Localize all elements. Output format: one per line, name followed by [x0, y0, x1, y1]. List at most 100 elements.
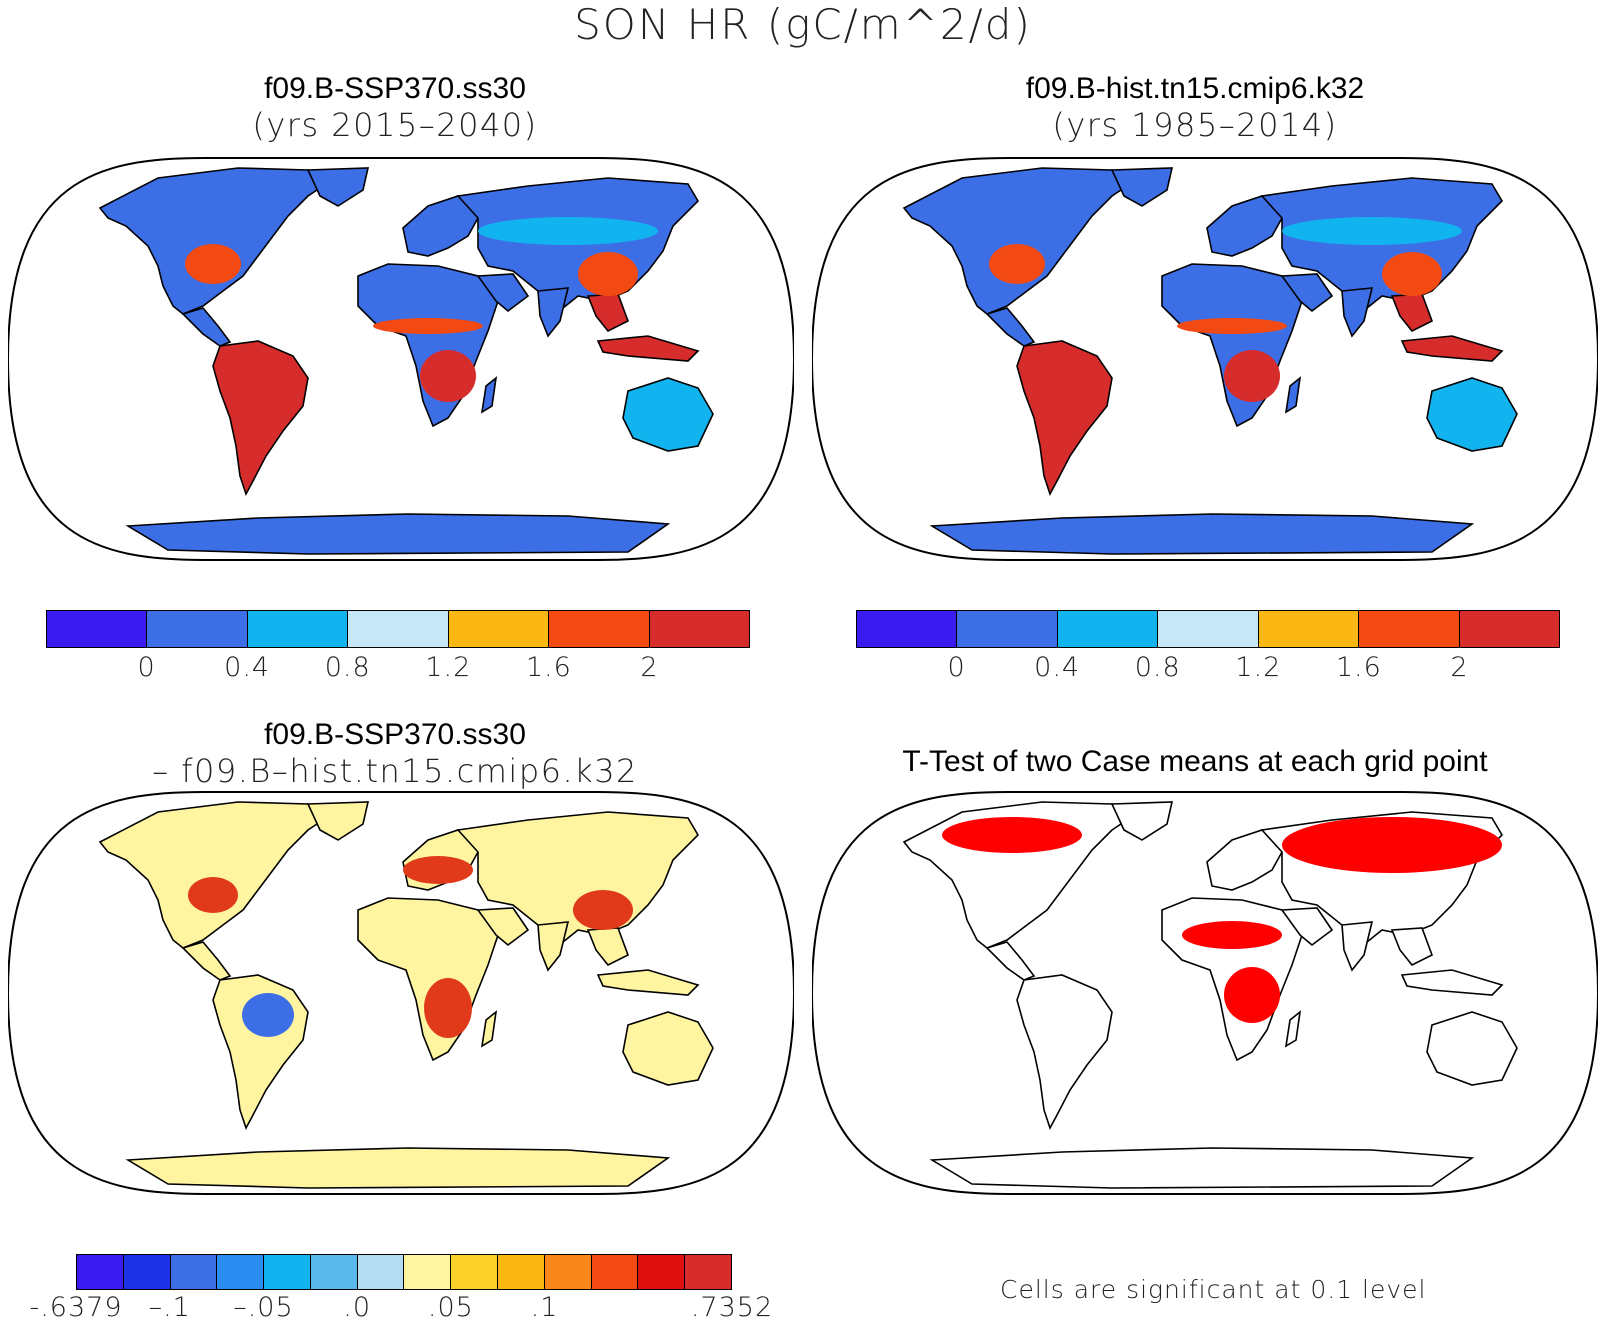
colorbar-swatch [123, 1255, 171, 1289]
colorbar-swatch [638, 1255, 686, 1289]
landmass-europe [1206, 829, 1289, 891]
colorbar-swatch [348, 611, 449, 647]
sig-sahara [1182, 921, 1282, 949]
landmass-indonesia [1400, 969, 1504, 996]
colorbar-swatch [357, 1255, 405, 1289]
landmass-arabia [1280, 907, 1334, 947]
diff-amazon [242, 993, 294, 1037]
colorbar-future [46, 610, 750, 648]
landmass-arabia [1280, 273, 1334, 313]
colorbar-tick-label: 0.8 [324, 652, 371, 683]
colorbar-swatch [1158, 611, 1259, 647]
figure-title: SON HR (gC/m^2/d) [574, 0, 1032, 49]
landmass-samerica [1016, 974, 1113, 1131]
hotspot-us-east [989, 244, 1045, 284]
colorbar-tick-label: 1.6 [525, 652, 572, 683]
colorbar-tick-label: 1.2 [1235, 652, 1282, 683]
panel-title-top-right-case: f09.B-hist.tn15.cmip6.k32 [1025, 72, 1365, 105]
colorbar-tick-label: 0 [947, 652, 966, 683]
landmass-greenland [306, 801, 370, 841]
colorbar-tick-label: 2 [640, 652, 659, 683]
landmass-australia [622, 1011, 714, 1086]
landmass-camerica [985, 941, 1036, 981]
landmass-camerica [181, 941, 232, 981]
colorbar-tick-label: –.05 [233, 1292, 294, 1323]
colorbar-swatch [498, 1255, 545, 1289]
landmass-madagascar [480, 376, 498, 414]
colorbar-swatch [1057, 611, 1159, 647]
colorbar-swatch [549, 611, 650, 647]
diff-us-east [188, 877, 238, 913]
hotspot-central-africa [1224, 350, 1280, 402]
landmass-australia [1426, 377, 1518, 452]
panel-title-top-left-case: f09.B-SSP370.ss30 [264, 72, 526, 105]
colorbar-tick-label: 0.8 [1134, 652, 1181, 683]
colorbar-tick-label: 2 [1450, 652, 1469, 683]
colorbar-tick-label: 1.6 [1335, 652, 1382, 683]
landmass-india [1341, 921, 1374, 972]
colorbar-tick-label: 1.2 [425, 652, 472, 683]
colorbar-tick-label: 0.4 [224, 652, 271, 683]
band-sahel [373, 318, 483, 334]
colorbar-historical-ticks: 0 0.4 0.8 1.2 1.6 2 [856, 652, 1560, 686]
colorbar-tick-label: 0.4 [1034, 652, 1081, 683]
landmass-indonesia [1400, 335, 1504, 362]
colorbar-swatch [1359, 611, 1460, 647]
panel-title-top-right-years: (yrs 1985–2014) [1052, 105, 1338, 144]
panel-title-bottom-left-minus: – f09.B–hist.tn15.cmip6.k32 [152, 751, 638, 790]
landmass-camerica [181, 307, 232, 347]
landmass-europe [1206, 195, 1289, 257]
colorbar-future-ticks: 0 0.4 0.8 1.2 1.6 2 [46, 652, 750, 686]
landmass-samerica [212, 340, 309, 497]
colorbar-swatch [448, 611, 550, 647]
map-difference [8, 791, 794, 1195]
colorbar-tick-label: .05 [427, 1292, 474, 1323]
map-ttest-significance [812, 791, 1598, 1195]
hotspot-central-africa [420, 350, 476, 402]
landmass-antarctica [125, 1147, 671, 1189]
colorbar-swatch [147, 611, 248, 647]
colorbar-swatch [685, 1255, 731, 1289]
landmass-india [1341, 287, 1374, 338]
colorbar-swatch [1258, 611, 1360, 647]
sig-north-asia [1282, 817, 1502, 873]
panel-title-bottom-right: T-Test of two Case means at each grid po… [805, 745, 1585, 780]
colorbar-swatch [217, 1255, 265, 1289]
colorbar-swatch [957, 611, 1058, 647]
band-sahel [1177, 318, 1287, 334]
colorbar-swatch [1459, 611, 1559, 647]
colorbar-difference-ticks: -.6379 –.1 –.05 .0 .05 .1 .7352 [29, 1292, 772, 1326]
colorbar-tick-label: –.1 [148, 1292, 191, 1323]
landmass-camerica [985, 307, 1036, 347]
colorbar-swatch [47, 611, 148, 647]
colorbar-historical [856, 610, 1560, 648]
colorbar-swatch [649, 611, 749, 647]
colorbar-swatch [544, 1255, 592, 1289]
landmass-antarctica [125, 513, 671, 555]
landmass-madagascar [1284, 1010, 1302, 1048]
map-border [812, 157, 1598, 561]
colorbar-swatch [77, 1255, 124, 1289]
landmass-europe [402, 195, 485, 257]
landmass-indonesia [596, 335, 700, 362]
hotspot-us-east [185, 244, 241, 284]
landmass-greenland [1110, 801, 1174, 841]
hotspot-china [578, 252, 638, 296]
colorbar-swatch [170, 1255, 218, 1289]
map-future-case [8, 157, 794, 561]
diff-china [573, 890, 633, 930]
colorbar-tick-label: .7352 [690, 1292, 774, 1323]
colorbar-difference [76, 1254, 732, 1290]
panel-title-bottom-left-case: f09.B-SSP370.ss30 [264, 718, 526, 751]
panel-title-bottom-right-ttest: T-Test of two Case means at each grid po… [902, 745, 1488, 778]
colorbar-tick-label: .0 [343, 1292, 372, 1323]
landmass-seasia [1390, 927, 1433, 967]
landmass-india [537, 287, 570, 338]
landmass-indonesia [596, 969, 700, 996]
landmass-australia [1426, 1011, 1518, 1086]
map-historical-case [812, 157, 1598, 561]
landmass-arabia [476, 273, 530, 313]
panel-title-bottom-left: f09.B-SSP370.ss30 – f09.B–hist.tn15.cmip… [20, 718, 770, 789]
panel-title-top-right: f09.B-hist.tn15.cmip6.k32 (yrs 1985–2014… [805, 72, 1585, 143]
landmass-australia [622, 377, 714, 452]
